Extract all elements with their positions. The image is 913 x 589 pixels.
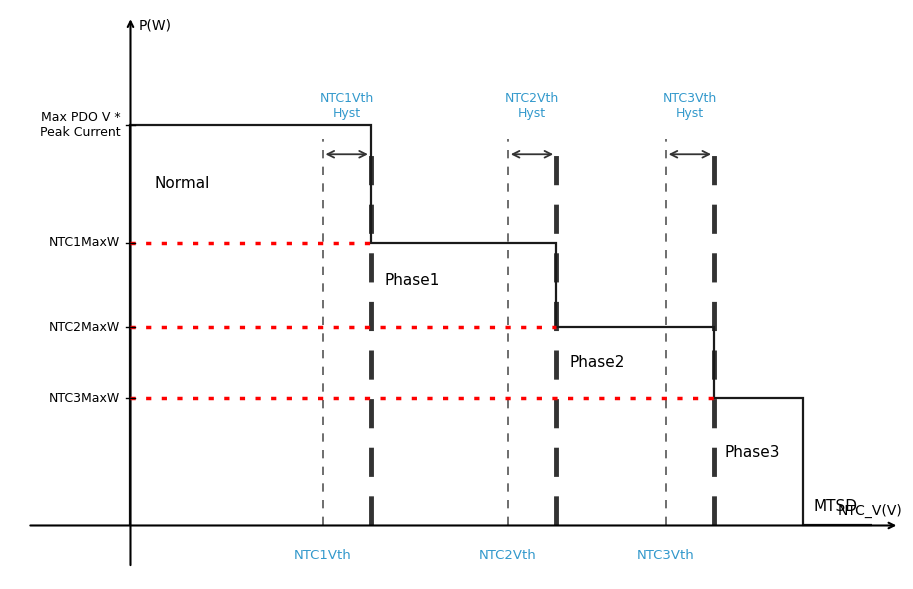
- Text: Phase2: Phase2: [570, 355, 625, 370]
- Text: NTC_V(V): NTC_V(V): [838, 504, 903, 518]
- Text: NTC2Vth
Hyst: NTC2Vth Hyst: [505, 92, 559, 120]
- Text: NTC2MaxW: NTC2MaxW: [49, 321, 121, 334]
- Text: NTC1Vth
Hyst: NTC1Vth Hyst: [320, 92, 373, 120]
- Text: NTC1MaxW: NTC1MaxW: [49, 236, 121, 249]
- Text: NTC3Vth
Hyst: NTC3Vth Hyst: [663, 92, 717, 120]
- Text: Normal: Normal: [154, 176, 210, 191]
- Text: NTC2Vth: NTC2Vth: [479, 549, 537, 562]
- Text: Max PDO V *
Peak Current: Max PDO V * Peak Current: [39, 111, 121, 139]
- Text: MTSD: MTSD: [813, 499, 857, 514]
- Text: NTC1Vth: NTC1Vth: [294, 549, 352, 562]
- Text: Phase3: Phase3: [724, 445, 780, 460]
- Text: Phase1: Phase1: [384, 273, 440, 288]
- Text: NTC3MaxW: NTC3MaxW: [49, 392, 121, 405]
- Text: P(W): P(W): [139, 19, 172, 33]
- Text: NTC3Vth: NTC3Vth: [637, 549, 695, 562]
